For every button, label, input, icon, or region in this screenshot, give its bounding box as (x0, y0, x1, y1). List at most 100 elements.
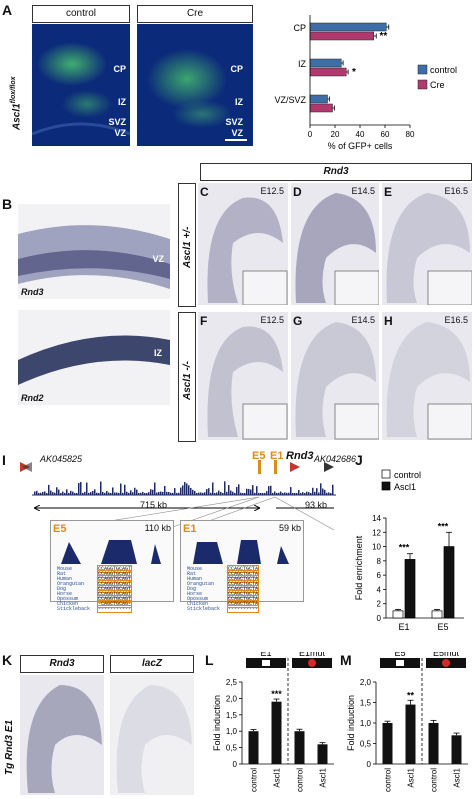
y-tick-label: 10 (372, 543, 381, 552)
panel-letter-l: L (205, 652, 214, 668)
mutation-marker (308, 659, 316, 667)
conservation-peak (176, 492, 178, 495)
ish-image-rnd3: VZ Rnd3 (18, 204, 170, 299)
bar (248, 731, 259, 764)
conservation-peak (76, 492, 78, 495)
chart-panel-l: E1 E1mut 0 0,5 1,0 1,5 2,0 2,5 Fold induction con… (212, 652, 334, 792)
conservation-peak (72, 491, 74, 495)
species-label: Mouse (57, 566, 73, 572)
conservation-peak (172, 492, 174, 495)
ish-image-k-lacz (110, 675, 194, 795)
sequence: CCAGGTGCAGT (97, 570, 133, 578)
conservation-peak (314, 491, 316, 495)
conservation-peak (298, 490, 300, 495)
zone-label-iz-b2: IZ (154, 348, 162, 358)
x-tick-label: 0 (308, 130, 313, 139)
conservation-peak (114, 492, 116, 495)
panel-k-header-rnd3: Rnd3 (20, 655, 104, 673)
conservation-peak (36, 490, 38, 495)
chart-panel-m: E5 E5mut 0 0,5 1,0 1,5 2,0 Fold induction contro… (346, 652, 468, 792)
zone-label-vz-control: VZ (114, 128, 126, 138)
conservation-peak (150, 489, 152, 495)
bar (428, 723, 439, 764)
alignment-row: Horse CCAGGTGCAGT (57, 590, 133, 598)
genomic-locus-diagram (20, 460, 336, 531)
conservation-peak (186, 483, 188, 495)
panel-k-ylabel: Tg Rnd3 E1 (4, 719, 15, 775)
conservation-peak (58, 489, 60, 495)
category-label: IZ (298, 59, 307, 69)
conservation-peak (118, 492, 120, 495)
sequence: CCAGCTGCTA (227, 590, 260, 598)
alignment-row: Rat CCAGCTGCTA (187, 570, 260, 578)
bar (431, 610, 443, 619)
conservation-peak (144, 492, 146, 495)
x-tick-label: 20 (331, 130, 340, 139)
conservation-peak (328, 492, 330, 495)
species-label: Orangutan (187, 581, 215, 587)
element-label-e1: E1 (270, 450, 284, 462)
conservation-peak (324, 489, 326, 495)
stage-label-c: E12.5 (260, 186, 284, 196)
conservation-peak (40, 492, 42, 495)
conservation-peak (210, 492, 212, 495)
panel-letter-k: K (2, 652, 13, 668)
alignment-row: Mouse CCAGCTGCTA (187, 565, 260, 573)
conservation-peak (214, 493, 216, 495)
conservation-peak (46, 492, 48, 495)
conservation-peak (240, 492, 242, 495)
species-label: Orangutan (57, 581, 85, 587)
inset-e5-label: E5 (53, 523, 67, 535)
ish-image-e: E E16.5 (382, 183, 472, 305)
conservation-inset-e1: E1 59 kb Mouse CCAGCTGCTA Rat CCAGCTGCTA Hum… (180, 520, 304, 613)
conservation-peak (110, 492, 112, 495)
y-tick-label: 4 (377, 585, 382, 594)
sequence: CCAGCTGCTA (227, 595, 260, 603)
conservation-peak (218, 490, 220, 495)
conservation-peak (256, 486, 258, 495)
conservation-peak (66, 489, 68, 495)
zone-label-vz-cre: VZ (231, 128, 243, 138)
conservation-peak (140, 492, 142, 495)
y-axis-label: Fold enrichment (354, 535, 364, 600)
sequence: CCAGGTGCAGT (97, 595, 133, 603)
conservation-peak (34, 491, 36, 495)
conservation-peak (126, 491, 128, 495)
panel-letter-b: B (2, 196, 13, 212)
alignment-row: Rat CCAGGTGCAGT (57, 570, 133, 578)
conservation-peak (296, 493, 298, 495)
conservation-peak (192, 489, 194, 495)
element-box (396, 660, 404, 666)
x-tick-label: E1 (398, 622, 409, 632)
conservation-peak (242, 492, 244, 495)
conservation-peak (164, 485, 166, 495)
conservation-peak (224, 481, 226, 495)
y-axis-label: Fold induction (212, 695, 222, 751)
conservation-peak (152, 489, 154, 495)
panel-letter-c: C (200, 185, 209, 199)
species-label: Stickleback (187, 606, 221, 612)
conservation-peak (124, 484, 126, 495)
x-tick-label: Ascl1 (407, 767, 416, 787)
conservation-peak (198, 492, 200, 495)
gfp-signal-control (32, 42, 130, 136)
conservation-peak (254, 492, 256, 495)
conservation-peak (96, 492, 98, 495)
conservation-peak (156, 492, 158, 495)
conservation-peak (158, 491, 160, 495)
y-axis-label: Fold induction (346, 695, 356, 751)
conservation-peak (330, 492, 332, 495)
species-label: Human (57, 576, 73, 582)
conservation-peak (238, 484, 240, 495)
y-tick-label: 8 (377, 557, 382, 566)
legend-label: control (430, 65, 457, 75)
conservation-peak (188, 485, 190, 495)
x-tick-label: control (384, 768, 393, 792)
stage-label-h: E16.5 (444, 315, 468, 325)
alignment-row: Mouse CCAGGTGCAGT (57, 565, 133, 573)
species-label: Horse (57, 591, 73, 597)
alignment-row: Human CCAGGTGCAGT (57, 575, 133, 583)
zone-label-vz-b1: VZ (152, 254, 164, 264)
conservation-peak (274, 491, 276, 495)
conservation-peak (44, 491, 46, 495)
